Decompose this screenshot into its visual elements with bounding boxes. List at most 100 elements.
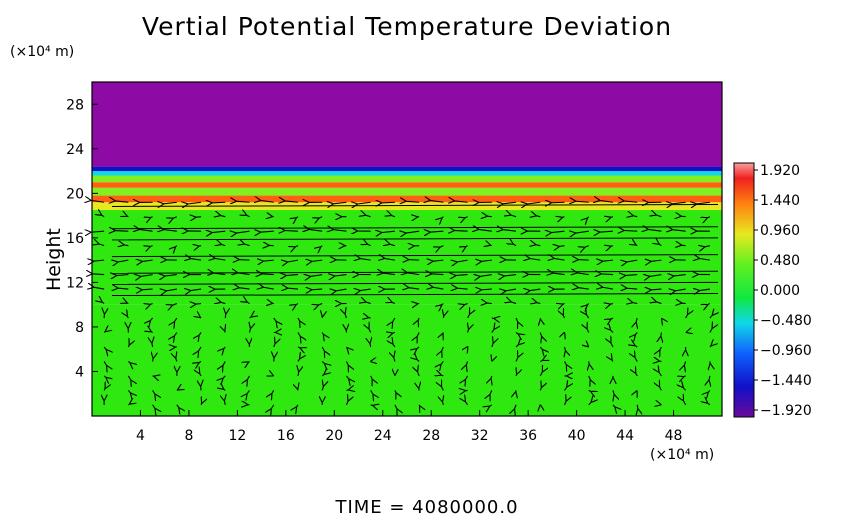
flow-vector [322, 385, 323, 391]
flow-vector [345, 313, 347, 319]
flow-vector [308, 229, 323, 231]
streamline [111, 254, 719, 258]
flow-vector [610, 217, 614, 218]
flow-vector [126, 303, 129, 305]
flow-vector [418, 404, 420, 407]
flow-vector [273, 343, 276, 348]
flow-vector [467, 313, 470, 319]
flow-vector [635, 332, 638, 336]
flow-vector [367, 244, 371, 247]
flow-vector [456, 260, 468, 262]
flow-vector [320, 245, 323, 248]
heatmap-band [92, 171, 722, 176]
flow-vector [287, 288, 299, 289]
flow-vector [263, 287, 274, 289]
colorbar-tick-label: −1.920 [760, 403, 812, 419]
flow-vector [249, 316, 252, 319]
flow-vector [486, 303, 492, 304]
flow-vector [505, 289, 517, 291]
flow-vector [408, 288, 420, 290]
flow-vector [539, 346, 543, 350]
flow-vector [529, 289, 541, 291]
flow-vector [346, 346, 347, 348]
heatmap-band [92, 182, 722, 188]
flow-vector [381, 231, 395, 232]
flow-vector [296, 216, 299, 219]
flow-vector [515, 332, 519, 335]
flow-vector [247, 390, 250, 394]
flow-vector [625, 275, 638, 276]
flow-vector [248, 360, 250, 362]
flow-vector [602, 260, 614, 261]
flow-vector [637, 390, 638, 391]
flow-vector [150, 216, 153, 218]
colorbar-tick-label: −0.480 [760, 313, 812, 329]
colorbar-tick-label: 1.440 [760, 193, 800, 209]
flow-vector [214, 258, 226, 260]
flow-vector [658, 371, 662, 377]
flow-vector [441, 386, 444, 391]
heatmap-band [92, 82, 722, 167]
flow-vector [103, 361, 107, 366]
heatmap-band [92, 210, 722, 305]
flow-vector [623, 201, 638, 202]
flow-vector [683, 400, 687, 406]
flow-vector [684, 361, 687, 366]
flow-vector [220, 215, 226, 216]
flow-vector [659, 346, 662, 351]
flow-vector [465, 375, 469, 380]
flow-vector [465, 245, 468, 247]
flow-vector [246, 302, 250, 305]
flow-vector [103, 346, 107, 350]
flow-vector [152, 404, 156, 409]
flow-vector [332, 202, 347, 204]
flow-vector [672, 230, 686, 232]
y-tick-label: 16 [66, 231, 84, 247]
flow-vector [562, 217, 565, 218]
flow-vector [244, 244, 250, 247]
flow-vector [297, 317, 300, 322]
flow-vector [588, 389, 592, 391]
flow-vector [709, 375, 710, 381]
flow-vector [370, 405, 374, 406]
colorbar-tick-label: −1.440 [760, 373, 812, 389]
flow-vector [481, 289, 492, 290]
flow-vector [284, 231, 298, 232]
flow-vector [250, 328, 251, 333]
flow-vector [635, 244, 638, 247]
flow-vector [222, 361, 226, 366]
flow-vector [681, 245, 686, 246]
flow-vector [297, 346, 301, 348]
flow-vector [117, 260, 129, 262]
flow-vector [141, 289, 153, 290]
flow-vector [441, 216, 444, 219]
flow-vector [673, 275, 686, 276]
flow-vector [101, 215, 105, 218]
flow-vector [417, 332, 420, 338]
y-tick-label: 24 [66, 142, 84, 158]
flow-vector [200, 317, 201, 319]
flow-vector [632, 216, 638, 217]
flow-vector [297, 358, 300, 362]
flow-vector [540, 360, 543, 362]
flow-vector [369, 328, 372, 333]
flow-vector [491, 342, 494, 348]
flow-vector [464, 303, 468, 305]
flow-vector [220, 302, 226, 303]
x-tick-label: 28 [422, 428, 440, 444]
flow-vector [238, 260, 250, 261]
flow-vector [176, 404, 180, 409]
flow-vector [454, 230, 468, 231]
flow-vector [429, 231, 444, 232]
flow-vector [578, 288, 589, 290]
x-tick-label: 36 [519, 428, 537, 444]
flow-vector [709, 345, 712, 348]
flow-vector [443, 315, 444, 319]
heatmap-band [92, 202, 722, 211]
flow-vector [535, 216, 541, 217]
flow-vector [152, 342, 153, 348]
flow-vector [221, 244, 226, 245]
flow-vector [613, 390, 614, 395]
flow-vector [610, 329, 614, 333]
y-tick-label: 12 [66, 275, 84, 291]
